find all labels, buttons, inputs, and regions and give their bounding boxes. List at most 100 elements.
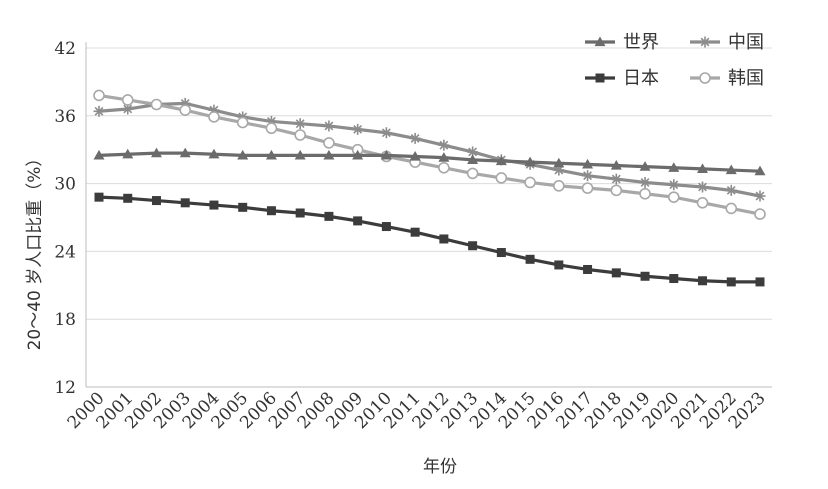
data-point-japan: [496, 248, 506, 258]
legend-marker-world: [594, 36, 606, 47]
data-point-world: [323, 149, 335, 160]
data-point-world: [122, 148, 134, 159]
data-point-china: [380, 127, 392, 139]
data-point-china: [409, 132, 421, 144]
data-point-korea: [639, 187, 651, 200]
data-point-japan: [611, 268, 621, 278]
data-point-korea: [725, 202, 738, 215]
data-point-world: [754, 165, 766, 176]
data-point-world: [380, 149, 392, 160]
legend-item-china: 中国: [690, 32, 764, 53]
data-point-japan: [151, 196, 161, 206]
data-point-korea: [150, 98, 163, 111]
data-point-korea: [438, 161, 450, 174]
data-point-world: [467, 154, 479, 164]
data-point-world: [495, 155, 507, 166]
x-axis-title: 年份: [423, 457, 457, 477]
y-tick-label: 24: [54, 242, 76, 262]
data-point-china: [697, 181, 709, 193]
data-point-china: [294, 118, 306, 130]
series-line-world: [98, 151, 761, 173]
data-point-world: [697, 163, 709, 174]
data-point-world: [208, 148, 220, 159]
data-point-japan: [755, 277, 765, 287]
data-point-korea: [121, 94, 134, 106]
data-point-korea: [323, 137, 335, 149]
data-point-china: [582, 170, 594, 182]
data-point-japan: [123, 193, 133, 203]
data-point-china: [438, 139, 450, 151]
legend-item-korea: 韩国: [690, 68, 764, 89]
data-point-japan: [381, 222, 391, 232]
legend-item-world: 世界: [585, 32, 659, 53]
data-point-japan: [554, 260, 564, 270]
data-point-korea: [236, 116, 249, 129]
y-axis-title: 20～40 岁人口比重（%）: [25, 150, 45, 351]
data-point-world: [438, 152, 450, 162]
series-group: [93, 89, 766, 287]
data-point-world: [725, 164, 737, 175]
legend-label-korea: 韩国: [728, 68, 764, 89]
data-point-korea: [294, 129, 306, 141]
data-point-china: [93, 105, 105, 117]
series-japan: [94, 192, 765, 287]
data-point-china: [639, 176, 651, 188]
data-point-world: [352, 149, 364, 160]
data-point-japan: [698, 276, 708, 286]
grid-lines: [86, 47, 772, 320]
axes: [85, 42, 772, 388]
x-tick-labels: 2000200120022003200420052006200720082009…: [64, 388, 770, 433]
data-point-world: [409, 150, 421, 161]
data-point-china: [467, 146, 479, 158]
series-line-japan: [98, 195, 760, 284]
data-point-world: [150, 147, 162, 158]
data-point-korea: [667, 191, 680, 203]
data-point-japan: [410, 227, 420, 237]
data-point-china: [323, 120, 335, 132]
data-point-world: [553, 157, 565, 168]
y-tick-label: 42: [54, 39, 76, 59]
legend-label-japan: 日本: [623, 68, 659, 89]
data-point-korea: [93, 89, 105, 102]
data-point-world: [668, 162, 680, 172]
y-tick-label: 30: [54, 175, 76, 195]
data-point-korea: [754, 208, 766, 220]
data-point-china: [725, 184, 737, 196]
legend-item-japan: 日本: [585, 68, 659, 89]
data-point-world: [93, 149, 105, 160]
data-point-world: [524, 156, 536, 167]
data-point-world: [237, 149, 249, 160]
data-point-japan: [669, 274, 679, 284]
data-point-world: [582, 158, 594, 169]
data-point-korea: [179, 104, 192, 116]
data-point-world: [179, 147, 191, 158]
data-point-japan: [238, 202, 248, 212]
y-tick-labels: 12 18 24 30 36 42: [54, 39, 76, 398]
data-point-china: [754, 190, 766, 202]
data-point-japan: [209, 200, 219, 210]
data-point-china: [122, 103, 134, 115]
data-point-world: [639, 161, 651, 171]
y-tick-label: 18: [54, 310, 76, 330]
data-point-japan: [525, 254, 535, 264]
legend-label-world: 世界: [623, 32, 659, 53]
data-point-china: [352, 123, 364, 135]
data-point-korea: [524, 176, 536, 189]
y-tick-label: 36: [54, 107, 76, 127]
legend-marker-korea: [699, 72, 711, 84]
data-point-japan: [726, 277, 736, 287]
data-point-korea: [581, 182, 594, 194]
data-point-world: [265, 149, 277, 160]
data-point-japan: [324, 211, 334, 221]
y-tick-label: 12: [54, 378, 76, 398]
data-point-japan: [640, 271, 650, 281]
data-point-japan: [439, 234, 449, 244]
legend-marker-japan: [595, 73, 605, 83]
data-point-japan: [468, 241, 478, 251]
series-line-china: [98, 101, 761, 198]
series-korea: [93, 89, 766, 220]
series-world: [93, 147, 766, 176]
